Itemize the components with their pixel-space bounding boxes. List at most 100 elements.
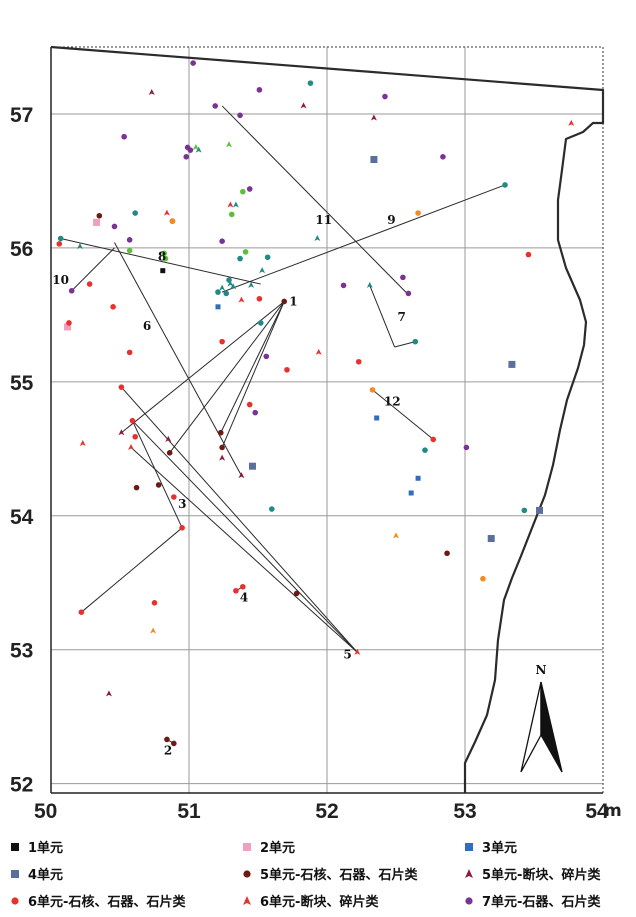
data-point: [133, 484, 140, 491]
legend-item: 1单元: [8, 837, 63, 856]
x-tick-label: 51: [177, 800, 201, 823]
data-point: [480, 575, 486, 582]
data-point: [118, 429, 125, 436]
data-point: [132, 210, 138, 216]
legend-triangle-icon: [243, 895, 251, 905]
data-point: [183, 154, 190, 160]
data-point: [293, 590, 300, 597]
data-point: [155, 482, 162, 488]
x-tick-label: 54: [585, 800, 609, 823]
data-point: [126, 349, 133, 356]
north-arrow-left: [520, 681, 542, 773]
data-point: [366, 281, 373, 288]
data-point: [212, 103, 219, 109]
data-point: [307, 80, 314, 86]
data-point: [237, 255, 243, 262]
data-point: [463, 444, 470, 451]
data-point: [300, 102, 307, 109]
y-tick-label: 56: [10, 238, 33, 261]
data-point: [242, 249, 249, 255]
site-outline: [50, 45, 605, 793]
refit-line-12: [372, 389, 434, 440]
refit-line-5: [130, 447, 358, 653]
legend-label: 1单元: [28, 841, 64, 856]
data-point: [568, 119, 575, 126]
data-point: [393, 532, 399, 539]
data-point: [219, 338, 225, 345]
data-point: [126, 247, 133, 254]
data-point: [354, 648, 361, 655]
data-point: [215, 304, 221, 310]
data-point: [370, 156, 378, 164]
refit-label-7: 7: [398, 310, 406, 324]
data-point: [162, 255, 169, 262]
data-point: [263, 353, 270, 360]
data-point: [502, 182, 508, 188]
data-point: [223, 290, 230, 297]
refit-line-9: [221, 184, 506, 293]
data-point: [118, 384, 125, 390]
data-point: [219, 454, 226, 461]
data-point: [110, 304, 116, 310]
data-point: [66, 320, 72, 326]
data-point: [240, 583, 246, 590]
data-point: [269, 506, 275, 512]
data-point: [105, 690, 112, 697]
data-point: [400, 274, 406, 281]
y-tick-label: 52: [10, 774, 33, 797]
x-tick-label: 50: [34, 800, 57, 823]
data-point: [248, 281, 255, 288]
data-point: [171, 740, 177, 747]
refit-line-7: [369, 285, 396, 348]
data-point: [64, 323, 72, 331]
legend-square-icon: [465, 842, 473, 851]
legend-label: 5单元-断块、碎片类: [482, 868, 601, 883]
data-point: [248, 462, 256, 470]
refit-lines: [60, 105, 506, 744]
refit-line-11: [221, 105, 409, 296]
data-point: [78, 609, 85, 615]
data-point: [150, 627, 157, 634]
data-point: [228, 211, 235, 218]
data-point: [264, 254, 271, 261]
refit-label-1: 1: [289, 294, 297, 308]
legend-item: 5单元-断块、碎片类: [462, 864, 600, 883]
refit-line-5: [121, 386, 358, 653]
refit-label-2: 2: [164, 743, 172, 757]
data-point: [256, 87, 263, 93]
legend-label: 5单元-石核、石器、石片类: [260, 868, 418, 883]
data-point: [171, 494, 177, 500]
legend-label: 2单元: [260, 841, 296, 856]
refit-label-6: 6: [143, 319, 151, 333]
data-point: [281, 298, 288, 305]
x-tick-label: 52: [315, 800, 338, 823]
data-point: [179, 525, 185, 531]
refit-line-6: [114, 242, 242, 476]
data-point: [422, 447, 428, 453]
data-point: [187, 147, 194, 153]
data-point: [164, 736, 170, 743]
site-boundary: [50, 45, 605, 793]
data-point: [370, 114, 377, 121]
data-point: [508, 360, 516, 368]
legend-square-icon: [11, 842, 19, 851]
data-point: [315, 348, 322, 355]
data-point: [128, 443, 135, 450]
refit-line-1: [169, 301, 285, 454]
data-point: [238, 472, 245, 479]
data-point: [56, 241, 63, 247]
data-point: [148, 89, 155, 96]
data-point: [76, 243, 83, 250]
y-tick-label: 53: [10, 640, 33, 663]
refit-line-7: [394, 341, 416, 348]
refit-label-3: 3: [178, 497, 186, 511]
refit-line-3: [131, 420, 183, 529]
refit-label-11: 11: [315, 213, 332, 227]
data-point: [246, 186, 253, 192]
data-point: [68, 287, 75, 294]
data-point: [93, 218, 101, 226]
data-point: [190, 60, 196, 66]
data-point: [166, 450, 173, 456]
data-point: [161, 250, 167, 257]
